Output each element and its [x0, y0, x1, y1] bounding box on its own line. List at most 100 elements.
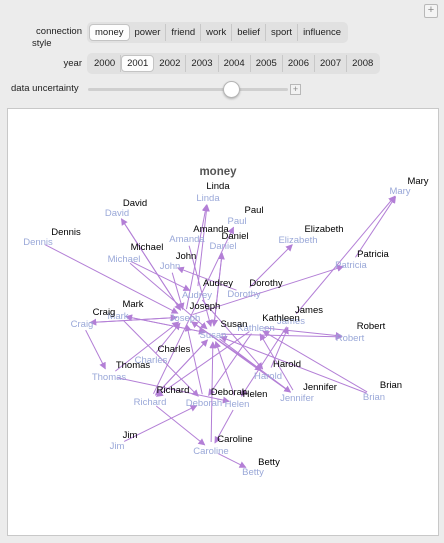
node-label-2000-dennis: Dennis [23, 237, 53, 248]
node-label-2000-kathleen: Kathleen [237, 323, 275, 334]
edge-brian-to-susan [219, 335, 367, 394]
node-label-2001-thomas: Thomas [116, 360, 151, 371]
node-label-2000-audrey: Audrey [182, 290, 212, 301]
node-label-2001-paul: Paul [244, 205, 263, 216]
edge-richard-to-paul [153, 226, 234, 395]
node-label-2000-jim: Jim [110, 441, 125, 452]
edge-susan-to-daniel [213, 252, 225, 327]
node-label-2001-amanda: Amanda [193, 224, 229, 235]
network-graph-plot: money Mary Linda David Paul Elizabeth Dennis A… [7, 108, 439, 536]
node-label-2000-charles: Charles [135, 355, 168, 366]
node-label-2000-robert: Robert [336, 333, 365, 344]
edge-brian-to-kathleen [262, 330, 368, 393]
year-option-2007[interactable]: 2007 [315, 55, 348, 72]
data-uncertainty-label: data uncertainty [11, 83, 79, 94]
edge-audrey-to-linda [197, 204, 210, 287]
edge-james-to-helen [240, 326, 288, 397]
connection-style-option-work[interactable]: work [201, 24, 233, 41]
edge-mark-to-deborah [123, 320, 199, 397]
node-label-2001-robert: Robert [357, 321, 386, 332]
network-graph-svg: money Mary Linda David Paul Elizabeth Dennis A… [23, 166, 429, 478]
node-label-2001-mary: Mary [407, 176, 428, 187]
year-option-2004[interactable]: 2004 [219, 55, 251, 72]
connection-style-label: connection style [20, 26, 82, 50]
edge-susan-to-richard [155, 339, 208, 396]
data-uncertainty-slider-thumb[interactable] [223, 81, 240, 98]
edge-helen-to-susan [214, 340, 235, 396]
year-selector[interactable]: 2000 2001 2002 2003 2004 2005 2006 2007 2008 [87, 53, 381, 74]
year-option-2003[interactable]: 2003 [186, 55, 219, 72]
node-label-2000-david: David [105, 208, 129, 219]
edge-michael-to-audrey [130, 261, 191, 291]
edge-joseph-to-david [120, 218, 182, 311]
node-label-2000-thomas: Thomas [92, 372, 127, 383]
edge-dorothy-to-elizabeth [249, 244, 293, 288]
connection-style-option-belief[interactable]: belief [232, 24, 266, 41]
connection-style-selector[interactable]: money power friend work belief sport influence [87, 22, 349, 43]
node-label-2001-michael: Michael [131, 242, 164, 253]
node-label-2001-deborah: Deborah [211, 387, 247, 398]
node-label-2000-patricia: Patricia [335, 260, 367, 271]
edge-caroline-to-betty [217, 453, 247, 468]
connection-style-label-line2: style [32, 38, 52, 49]
edge-audrey-to-harold [201, 299, 264, 370]
node-label-2000-amanda: Amanda [169, 234, 205, 245]
slider-expand-plus-icon[interactable]: + [290, 84, 301, 95]
edge-harold-to-james [270, 326, 289, 368]
edge-kathleen-to-deborah [208, 333, 252, 397]
year-option-2001[interactable]: 2001 [121, 55, 155, 72]
node-label-2001-helen: Helen [243, 389, 268, 400]
node-label-2001-elizabeth: Elizabeth [304, 224, 343, 235]
data-uncertainty-slider-track[interactable] [88, 88, 288, 91]
node-label-2000-mary: Mary [389, 186, 410, 197]
node-label-2000-daniel: Daniel [210, 241, 237, 252]
node-label-2001-jennifer: Jennifer [303, 382, 337, 393]
node-label-2001-susan: Susan [221, 319, 248, 330]
edge-deborah-to-joseph [184, 324, 203, 395]
node-label-2000-john: John [160, 261, 181, 272]
node-label-2001-harold: Harold [273, 359, 301, 370]
edge-patricia-to-mary [354, 196, 397, 258]
edge-james-to-mary [295, 195, 396, 315]
node-label-2000-helen: Helen [225, 399, 250, 410]
node-label-2000-dorothy: Dorothy [227, 289, 261, 300]
node-label-2000-harold: Harold [254, 371, 282, 382]
node-label-2001-mark: Mark [122, 299, 143, 310]
connection-style-option-friend[interactable]: friend [166, 24, 202, 41]
node-label-2001-john: John [176, 251, 197, 262]
connection-style-option-money[interactable]: money [89, 24, 130, 41]
graph-title: money [199, 166, 237, 178]
edge-richard-to-caroline [155, 405, 206, 446]
year-option-2000[interactable]: 2000 [89, 55, 122, 72]
edge-joseph-to-linda [186, 204, 209, 310]
connection-style-option-sport[interactable]: sport [266, 24, 299, 41]
node-label-2000-caroline: Caroline [193, 446, 228, 457]
edge-jennifer-to-joseph [190, 321, 291, 393]
node-label-2001-brian: Brian [380, 380, 402, 391]
panel-options-plus-icon[interactable]: + [424, 4, 438, 18]
node-label-2000-betty: Betty [242, 467, 264, 478]
node-label-2000-craig: Craig [71, 319, 94, 330]
connection-style-option-influence[interactable]: influence [303, 27, 342, 38]
node-label-2001-craig: Craig [93, 307, 116, 318]
node-label-2001-dorothy: Dorothy [249, 278, 283, 289]
node-label-2001-jim: Jim [123, 430, 138, 441]
node-label-2001-linda: Linda [206, 181, 230, 192]
node-label-2001-caroline: Caroline [217, 434, 252, 445]
edge-thomas-to-helen [116, 377, 230, 404]
node-label-2000-jennifer: Jennifer [280, 393, 314, 404]
year-option-2006[interactable]: 2006 [283, 55, 315, 72]
connection-style-option-power[interactable]: power [130, 24, 167, 41]
node-label-2001-richard: Richard [157, 385, 190, 396]
year-option-2002[interactable]: 2002 [154, 55, 187, 72]
graph-edges [44, 195, 397, 468]
node-label-2000-elizabeth: Elizabeth [278, 235, 317, 246]
year-option-2005[interactable]: 2005 [251, 55, 283, 72]
node-label-2001-kathleen: Kathleen [262, 313, 300, 324]
edge-amanda-to-susan [188, 245, 213, 327]
edge-joseph-to-craig [89, 316, 178, 326]
year-option-2008[interactable]: 2008 [352, 58, 374, 69]
edge-craig-to-thomas [85, 329, 106, 370]
